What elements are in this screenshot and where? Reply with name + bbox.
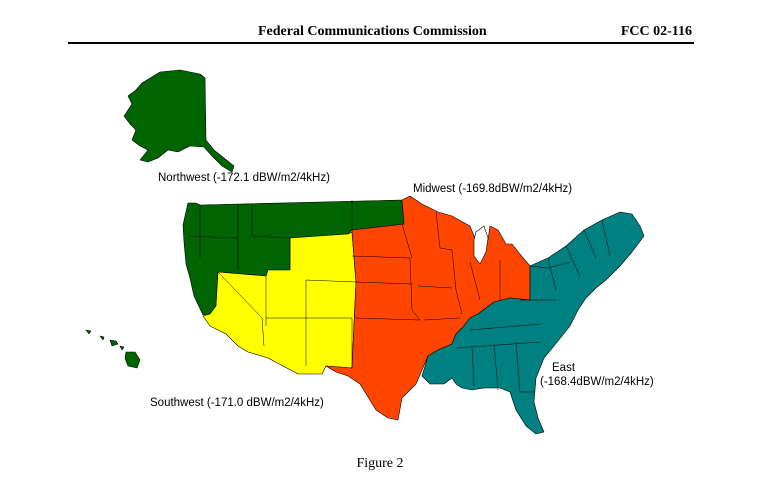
alaska-shape [123,69,235,173]
east-region-shape [421,211,645,435]
lake-michigan-shape [473,225,489,265]
page-header: Federal Communications Commission FCC 02… [68,20,694,44]
hawaii-shape [85,329,141,369]
northwest-label: Northwest (-172.1 dBW/m2/4kHz) [158,172,330,184]
southwest-label: Southwest (-171.0 dBW/m2/4kHz) [150,397,324,409]
figure-caption: Figure 2 [356,456,404,471]
midwest-label: Midwest (-169.8dBW/m2/4kHz) [413,183,573,195]
east-label-line2: (-168.4dBW/m2/4kHz) [540,376,654,388]
document-number: FCC 02-116 [620,24,692,39]
agency-name: Federal Communications Commission [258,24,487,39]
east-label-line1: East [552,362,576,374]
state-boundaries [187,200,611,393]
